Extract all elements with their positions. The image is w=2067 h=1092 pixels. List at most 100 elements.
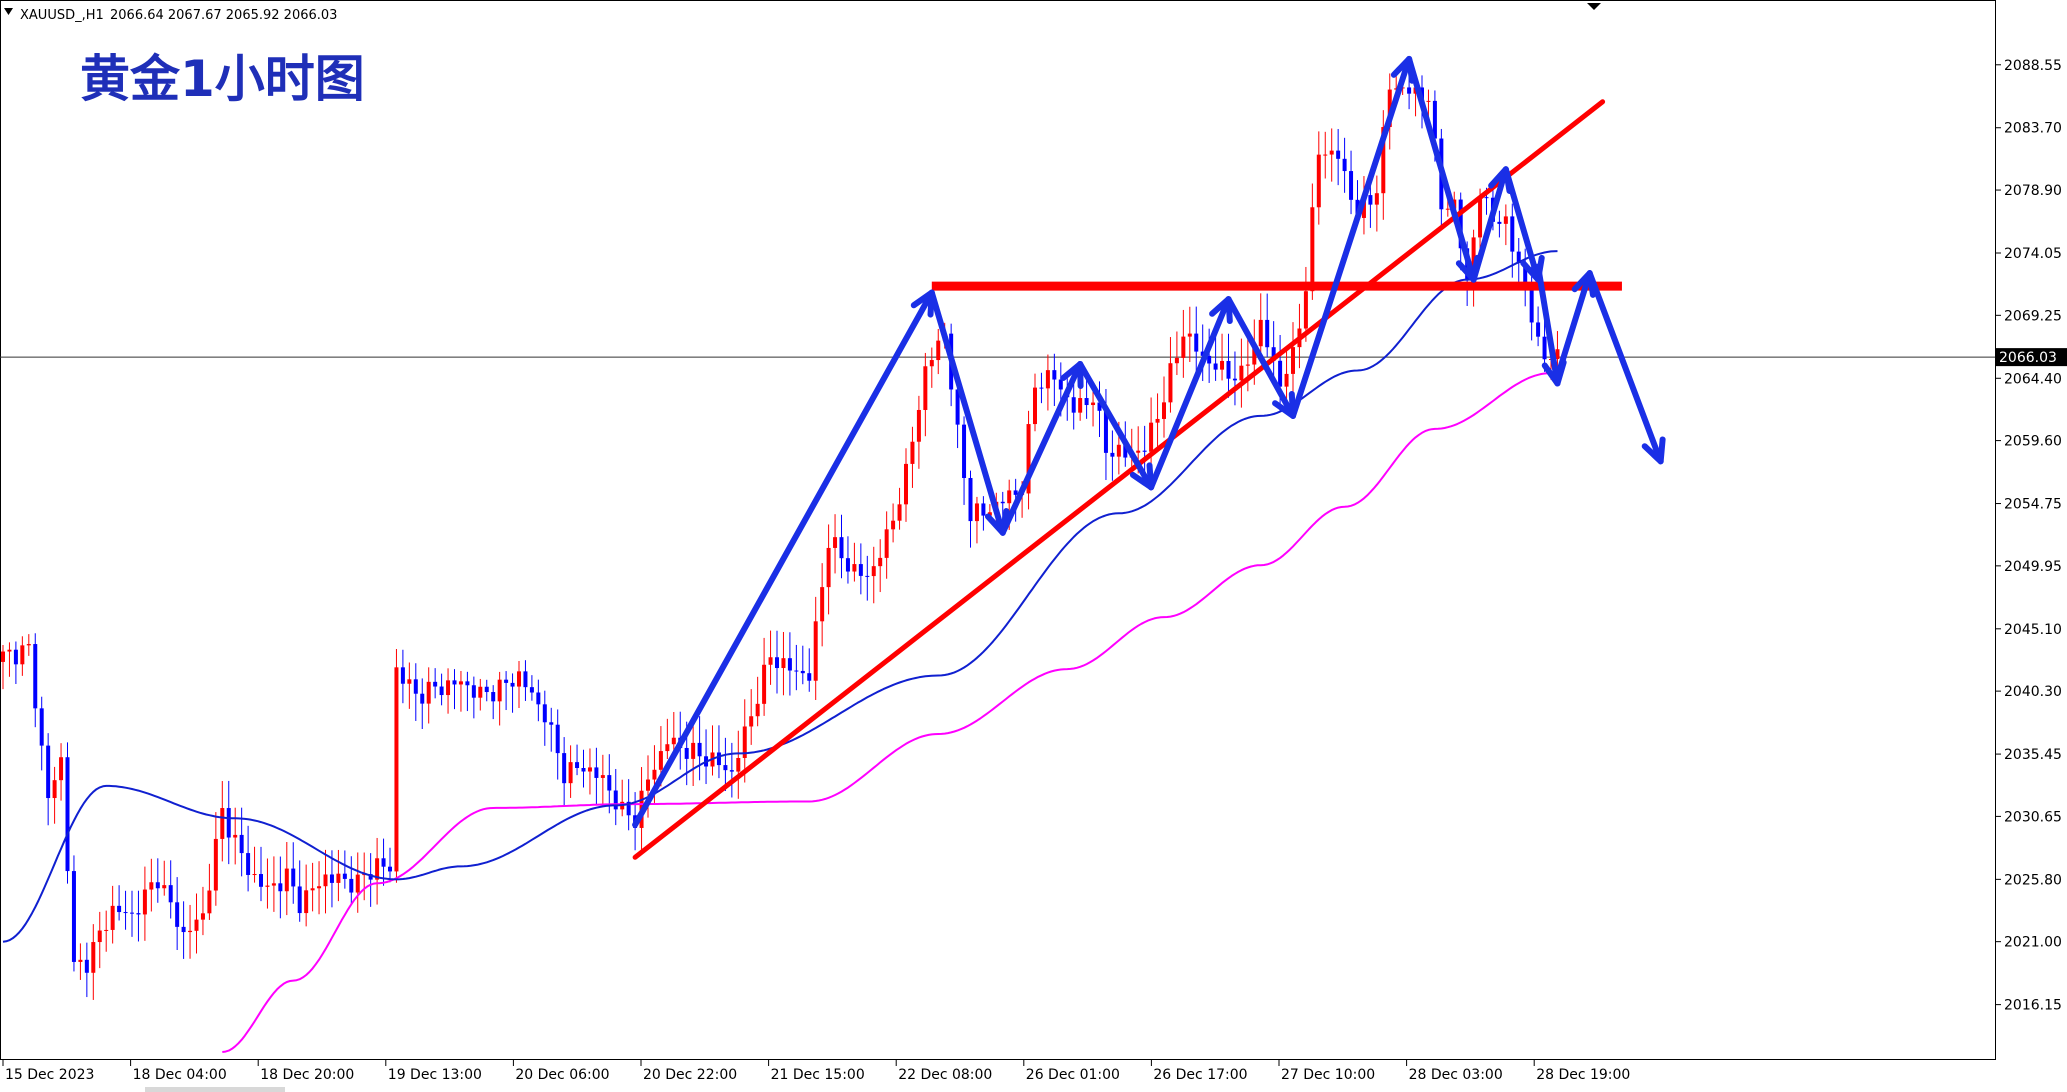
candle-body xyxy=(1484,197,1489,199)
candle xyxy=(317,861,322,915)
rising-trendline[interactable] xyxy=(632,99,1606,860)
arrow-segment xyxy=(1470,166,1509,283)
candle-body xyxy=(59,757,64,781)
candle-body xyxy=(1239,365,1244,381)
candle-body xyxy=(1516,251,1521,264)
candle-body xyxy=(1316,154,1321,208)
candle xyxy=(904,448,908,522)
candle xyxy=(375,837,380,905)
candle xyxy=(1536,306,1541,347)
candle-body xyxy=(1536,322,1541,337)
candle-body xyxy=(342,873,347,879)
candle-body xyxy=(671,737,676,745)
candle-body xyxy=(962,424,967,478)
arrow-segment xyxy=(1148,296,1232,491)
x-tick-label: 15 Dec 2023 xyxy=(5,1067,94,1083)
shift-marker-icon[interactable] xyxy=(1587,3,1601,10)
candle-body xyxy=(317,886,322,889)
x-tick-label: 27 Dec 10:00 xyxy=(1281,1067,1375,1083)
candle xyxy=(581,749,586,788)
candle xyxy=(26,634,31,656)
triangle-down-icon[interactable] xyxy=(4,8,13,15)
candle-body xyxy=(1174,357,1179,364)
candle-body xyxy=(1220,360,1225,370)
x-tick-label: 21 Dec 15:00 xyxy=(771,1067,865,1083)
candle xyxy=(1033,373,1037,432)
candle-body xyxy=(1445,208,1450,210)
candle-body xyxy=(542,704,547,723)
time-scroll-indicator[interactable] xyxy=(145,1087,285,1092)
candle xyxy=(1162,376,1166,438)
candle-body xyxy=(155,882,160,889)
candle xyxy=(1310,183,1315,300)
candle xyxy=(1174,331,1179,376)
candle xyxy=(458,670,463,712)
candle-body xyxy=(1084,398,1089,406)
candle xyxy=(175,877,180,950)
candle-body xyxy=(1503,216,1508,224)
candle xyxy=(884,511,889,579)
candle-body xyxy=(1039,387,1044,389)
candle xyxy=(665,718,670,759)
candle-body xyxy=(1291,347,1295,374)
candle-body xyxy=(207,890,212,914)
candle xyxy=(433,668,438,699)
candle xyxy=(1232,351,1237,406)
candle-body xyxy=(252,874,257,876)
candle-body xyxy=(110,905,115,930)
candle xyxy=(491,685,496,720)
symbol-label: XAUUSD_,H1 xyxy=(20,8,104,23)
candle-body xyxy=(278,883,283,892)
candle-body xyxy=(362,874,367,876)
x-tick-label: 26 Dec 01:00 xyxy=(1026,1067,1120,1083)
candle-body xyxy=(871,566,876,577)
candle-body xyxy=(407,679,412,684)
candle xyxy=(426,667,431,724)
candle-body xyxy=(1097,402,1102,411)
candle-body xyxy=(891,520,896,530)
candle-body xyxy=(1194,333,1199,352)
candle-body xyxy=(349,878,354,893)
candle-body xyxy=(755,703,760,717)
candle xyxy=(1052,353,1057,406)
y-tick-label: 2088.55 xyxy=(2004,58,2062,74)
arrow-segment xyxy=(1554,270,1593,380)
candle xyxy=(916,395,921,469)
candle-body xyxy=(265,885,270,887)
candle-body xyxy=(20,645,25,665)
candle xyxy=(246,825,251,892)
candle-body xyxy=(658,751,663,770)
candle xyxy=(323,849,328,914)
candle-body xyxy=(1226,360,1231,379)
y-tick-label: 2078.90 xyxy=(2004,183,2062,199)
candle-body xyxy=(1497,221,1502,224)
y-tick-label: 2083.70 xyxy=(2004,121,2062,137)
candle-body xyxy=(13,649,18,665)
candle xyxy=(1265,293,1270,357)
candle xyxy=(259,846,263,902)
candle-body xyxy=(271,883,276,886)
candle-body xyxy=(600,775,605,778)
candle xyxy=(252,846,257,883)
candle-body xyxy=(884,529,889,558)
candle-body xyxy=(800,670,805,674)
candle-body xyxy=(1245,364,1250,366)
candle xyxy=(59,743,64,801)
candle xyxy=(52,766,57,824)
candle xyxy=(1,645,5,690)
candle-body xyxy=(865,575,870,577)
x-tick-label: 22 Dec 08:00 xyxy=(898,1067,992,1083)
candle-body xyxy=(742,726,747,758)
candle-body xyxy=(1510,216,1515,252)
candle xyxy=(155,858,160,903)
candle-body xyxy=(581,768,586,772)
candle-body xyxy=(7,649,12,652)
candle-body xyxy=(168,885,173,903)
candle xyxy=(117,885,122,921)
candle xyxy=(123,890,128,930)
candle-body xyxy=(1000,501,1005,504)
candle-body xyxy=(246,853,251,875)
candle xyxy=(439,673,444,706)
candle xyxy=(342,850,347,889)
candle xyxy=(1084,378,1089,419)
